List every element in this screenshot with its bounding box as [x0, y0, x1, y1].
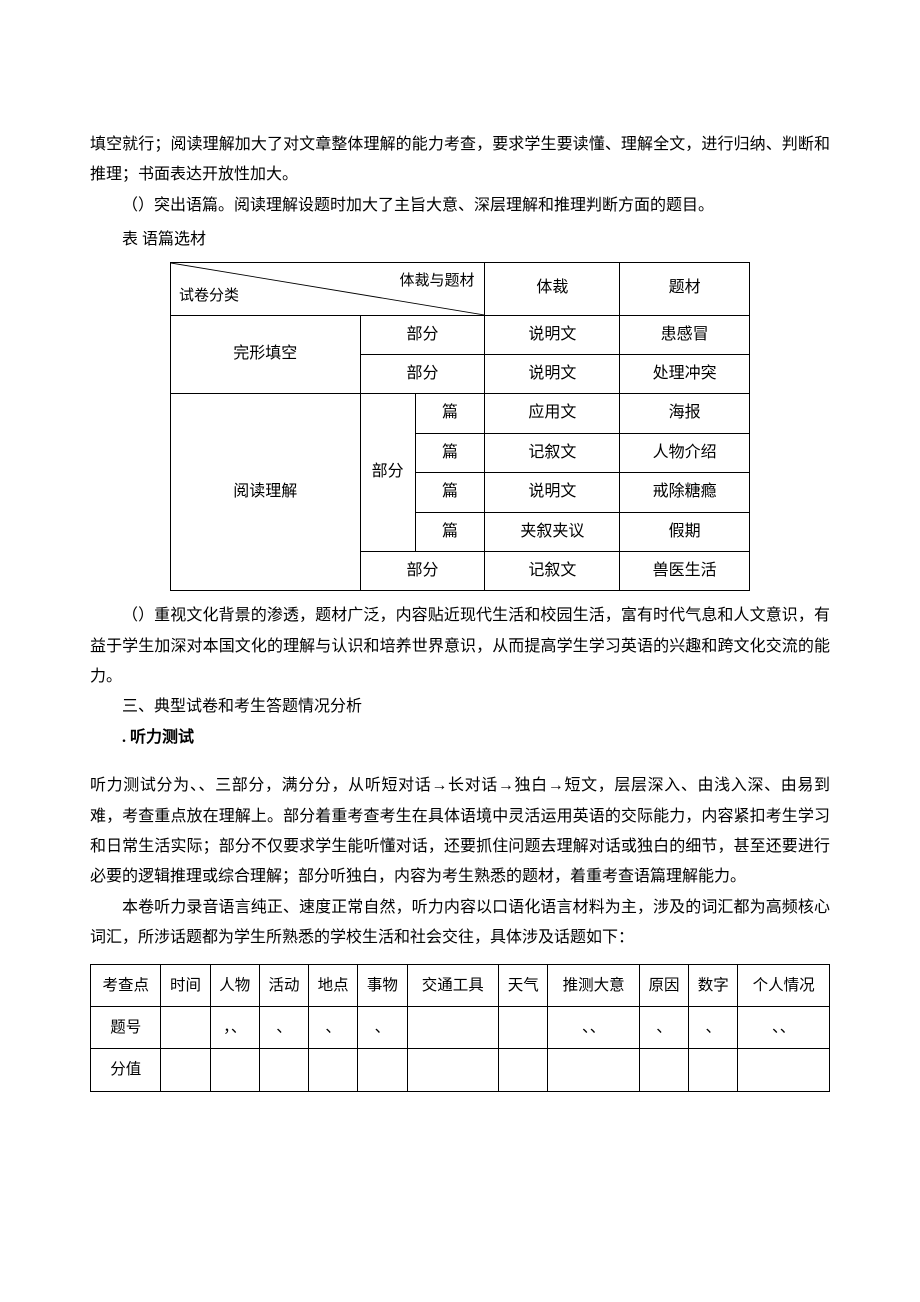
cell: 个人情况 — [738, 964, 830, 1006]
cell — [161, 1007, 210, 1049]
cell: 说明文 — [485, 315, 620, 354]
cell: 、、 — [738, 1007, 830, 1049]
paragraph-3: （）重视文化背景的渗透，题材广泛，内容贴近现代生活和校园生活，富有时代气息和人文… — [90, 601, 830, 692]
diag-top-label: 体裁与题材 — [399, 267, 474, 296]
cell — [499, 1049, 548, 1091]
cell: 海报 — [620, 394, 750, 433]
cell: 部分 — [360, 315, 485, 354]
cell: 篇 — [415, 473, 485, 512]
cell — [689, 1049, 738, 1091]
cell: 考查点 — [91, 964, 161, 1006]
cell: 记叙文 — [485, 551, 620, 590]
cell: 人物介绍 — [620, 433, 750, 472]
header-genre: 体裁 — [485, 262, 620, 315]
heading-3: 三、典型试卷和考生答题情况分析 — [90, 692, 830, 722]
cell: 分值 — [91, 1049, 161, 1091]
cell: 、 — [639, 1007, 688, 1049]
table-row: 考查点 时间 人物 活动 地点 事物 交通工具 天气 推测大意 原因 数字 个人… — [91, 964, 830, 1006]
cell: 处理冲突 — [620, 354, 750, 393]
cell — [639, 1049, 688, 1091]
cell: 部分 — [360, 551, 485, 590]
cat-reading: 阅读理解 — [171, 394, 361, 591]
cell: ，、 — [210, 1007, 259, 1049]
cell: 、 — [358, 1007, 407, 1049]
cell-part: 部分 — [360, 394, 415, 552]
cell — [407, 1049, 499, 1091]
cell: 、 — [689, 1007, 738, 1049]
table-passage-selection: 体裁与题材 试卷分类 体裁 题材 完形填空 部分 说明文 患感冒 部分 说明文 … — [170, 262, 750, 592]
cell: 篇 — [415, 394, 485, 433]
cell: 、、 — [548, 1007, 640, 1049]
cell — [309, 1049, 358, 1091]
diagonal-header-cell: 体裁与题材 试卷分类 — [171, 262, 485, 315]
table-row: 阅读理解 部分 篇 应用文 海报 — [171, 394, 750, 433]
table1-caption: 表 语篇选材 — [90, 225, 830, 255]
cell — [407, 1007, 499, 1049]
cell — [499, 1007, 548, 1049]
cell — [738, 1049, 830, 1091]
table-listening-topics: 考查点 时间 人物 活动 地点 事物 交通工具 天气 推测大意 原因 数字 个人… — [90, 964, 830, 1092]
paragraph-2: （）突出语篇。阅读理解设题时加大了主旨大意、深层理解和推理判断方面的题目。 — [90, 191, 830, 221]
cell — [259, 1049, 308, 1091]
cell: 人物 — [210, 964, 259, 1006]
cell: 篇 — [415, 512, 485, 551]
cell: 时间 — [161, 964, 210, 1006]
cell: 交通工具 — [407, 964, 499, 1006]
cell: 活动 — [259, 964, 308, 1006]
cell: 原因 — [639, 964, 688, 1006]
cell: 兽医生活 — [620, 551, 750, 590]
paragraph-1: 填空就行；阅读理解加大了对文章整体理解的能力考查，要求学生要读懂、理解全文，进行… — [90, 130, 830, 191]
cell — [210, 1049, 259, 1091]
cell: 天气 — [499, 964, 548, 1006]
table-row: 完形填空 部分 说明文 患感冒 — [171, 315, 750, 354]
diag-bot-label: 试卷分类 — [179, 282, 239, 311]
cell: 篇 — [415, 433, 485, 472]
cell — [161, 1049, 210, 1091]
table-row: 体裁与题材 试卷分类 体裁 题材 — [171, 262, 750, 315]
cat-cloze: 完形填空 — [171, 315, 361, 394]
paragraph-4: 听力测试分为、、三部分，满分分，从听短对话→长对话→独白→短文，层层深入、由浅入… — [90, 771, 830, 893]
cell: 说明文 — [485, 354, 620, 393]
cell: 推测大意 — [548, 964, 640, 1006]
cell: 夹叙夹议 — [485, 512, 620, 551]
cell: 患感冒 — [620, 315, 750, 354]
cell: 假期 — [620, 512, 750, 551]
header-theme: 题材 — [620, 262, 750, 315]
cell: 数字 — [689, 964, 738, 1006]
cell: 地点 — [309, 964, 358, 1006]
cell — [548, 1049, 640, 1091]
cell: 记叙文 — [485, 433, 620, 472]
cell: 说明文 — [485, 473, 620, 512]
cell: 部分 — [360, 354, 485, 393]
table-row: 题号 ，、 、 、 、 、、 、 、 、、 — [91, 1007, 830, 1049]
cell: 事物 — [358, 964, 407, 1006]
cell: 题号 — [91, 1007, 161, 1049]
cell: 戒除糖瘾 — [620, 473, 750, 512]
table-row: 分值 — [91, 1049, 830, 1091]
heading-listening: . 听力测试 — [90, 723, 830, 753]
cell: 、 — [309, 1007, 358, 1049]
paragraph-5: 本卷听力录音语言纯正、速度正常自然，听力内容以口语化语言材料为主，涉及的词汇都为… — [90, 893, 830, 954]
cell: 应用文 — [485, 394, 620, 433]
cell — [358, 1049, 407, 1091]
cell: 、 — [259, 1007, 308, 1049]
